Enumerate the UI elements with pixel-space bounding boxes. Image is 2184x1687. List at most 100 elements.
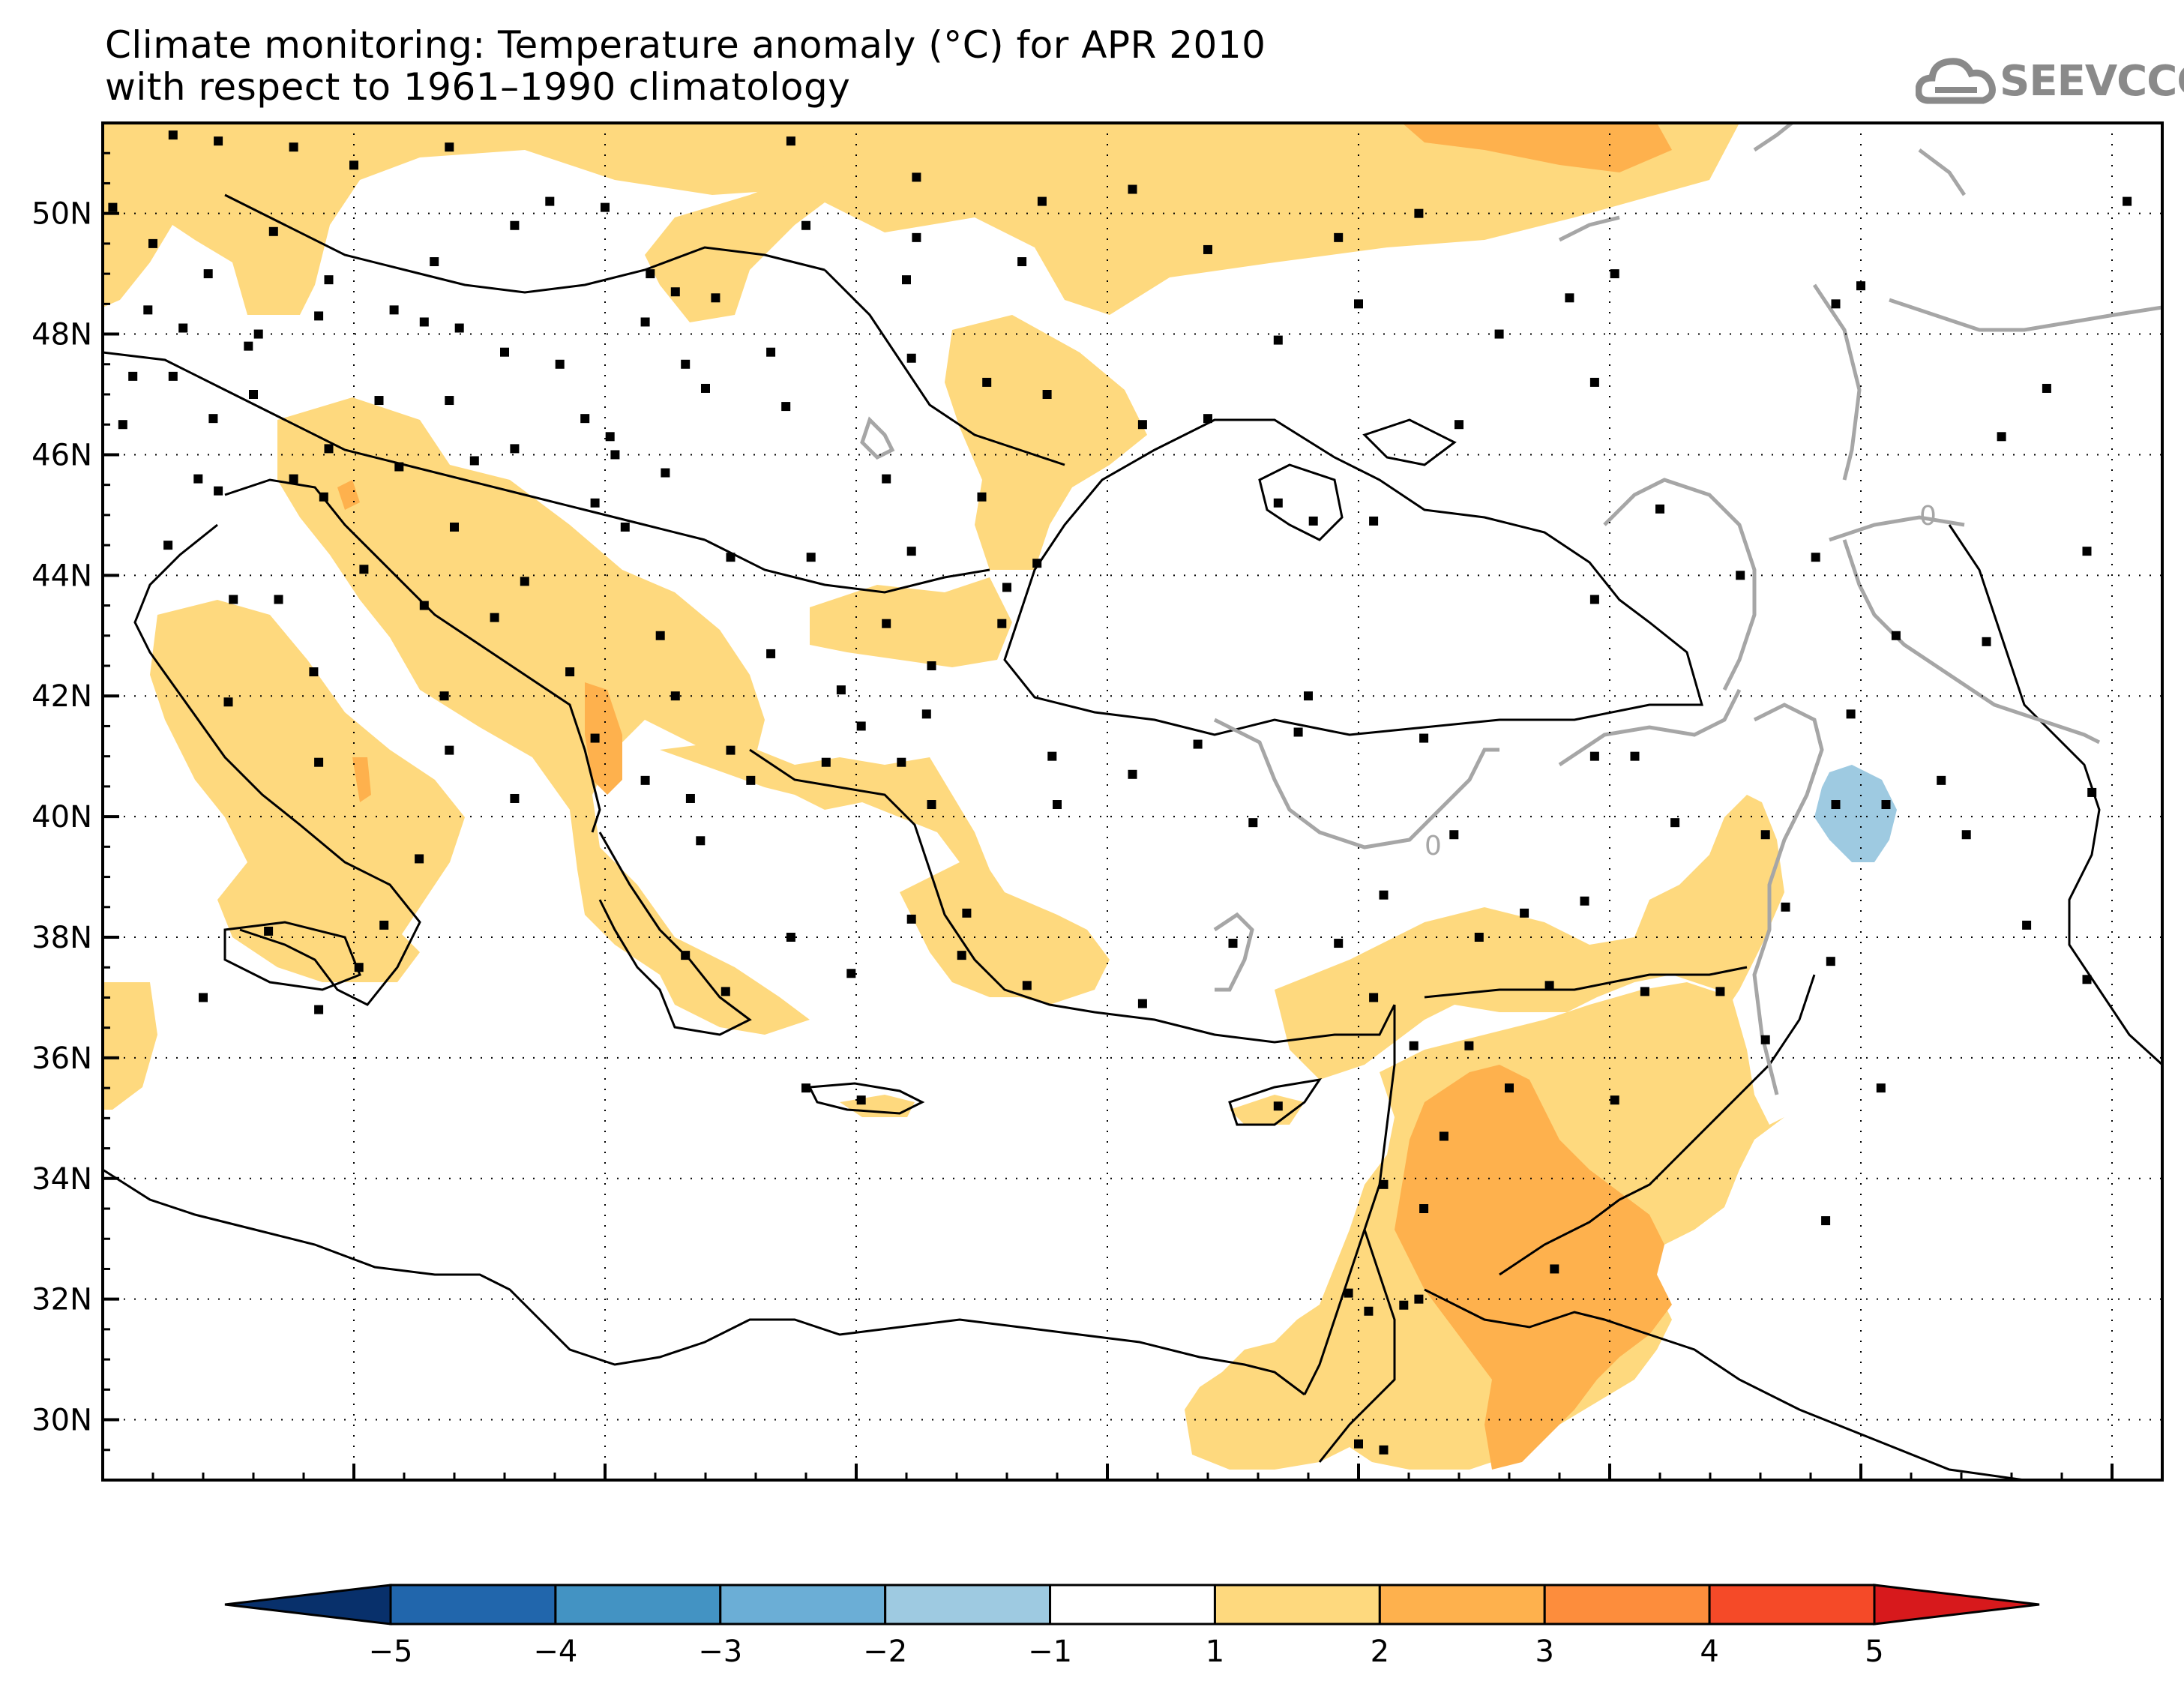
border-iraq xyxy=(1499,974,1816,1276)
station-marker xyxy=(1455,420,1463,430)
zero-contour xyxy=(860,123,2162,1095)
coast-north-africa xyxy=(103,1168,1305,1396)
station-marker xyxy=(912,172,921,182)
station-marker xyxy=(1670,818,1680,828)
colorbar-segment xyxy=(719,1584,887,1626)
colorbar-segment xyxy=(1213,1584,1381,1626)
station-marker xyxy=(1137,999,1147,1008)
station-marker xyxy=(118,420,127,430)
station-marker xyxy=(590,498,600,508)
station-marker xyxy=(1961,830,1971,840)
y-tick-label: 38N xyxy=(31,921,92,955)
map-plot-area: 0 0 xyxy=(103,123,2162,1480)
colorbar-segment xyxy=(1543,1584,1711,1626)
station-marker xyxy=(445,745,454,755)
station-marker xyxy=(108,202,118,212)
station-marker xyxy=(1760,830,1770,840)
coast-crimea xyxy=(1258,463,1344,541)
y-tick-label: 40N xyxy=(31,800,92,835)
shade-italy-south xyxy=(352,922,420,982)
station-marker xyxy=(324,444,334,454)
coast-caspian xyxy=(1948,524,2162,1066)
station-marker xyxy=(590,733,600,743)
station-marker xyxy=(1414,1294,1424,1304)
station-marker xyxy=(681,359,691,369)
title-line-1: Climate monitoring: Temperature anomaly … xyxy=(105,23,1266,67)
station-marker xyxy=(193,474,203,484)
border-israel xyxy=(1318,1229,1396,1463)
colorbar-arrow-left xyxy=(224,1584,392,1626)
station-marker xyxy=(2082,547,2092,556)
station-markers xyxy=(108,130,2132,1455)
colorbar-segment xyxy=(554,1584,722,1626)
station-marker xyxy=(1017,257,1027,267)
border-anatolia-south xyxy=(1424,966,1748,999)
station-marker xyxy=(450,522,459,532)
station-marker xyxy=(309,667,319,677)
station-marker xyxy=(1464,1041,1474,1050)
station-marker xyxy=(1846,709,1856,719)
station-marker xyxy=(1193,739,1203,749)
station-marker xyxy=(1414,208,1424,218)
shade-anatolia-east xyxy=(1275,795,1784,1080)
station-marker xyxy=(1053,800,1062,810)
station-marker xyxy=(469,456,479,466)
station-marker xyxy=(1273,498,1283,508)
title-line-2: with respect to 1961–1990 climatology xyxy=(105,65,851,109)
station-marker xyxy=(274,595,283,604)
colorbar-segment xyxy=(884,1584,1052,1626)
station-marker xyxy=(1439,1131,1449,1141)
station-marker xyxy=(726,553,735,562)
y-tick-label: 46N xyxy=(31,438,92,472)
station-marker xyxy=(721,987,730,996)
station-marker xyxy=(701,383,710,393)
y-tick-label: 36N xyxy=(31,1041,92,1076)
station-marker xyxy=(208,414,218,424)
colorbar-label: 5 xyxy=(1865,1635,1883,1669)
station-marker xyxy=(882,619,891,628)
station-marker xyxy=(1520,908,1529,918)
station-marker xyxy=(1128,184,1137,194)
y-tick-label: 44N xyxy=(31,559,92,593)
coast-aegean xyxy=(749,748,1396,1044)
station-marker xyxy=(490,613,499,622)
station-marker xyxy=(1589,751,1599,761)
station-marker xyxy=(661,468,670,478)
station-marker xyxy=(555,359,565,369)
station-marker xyxy=(264,926,274,936)
colorbar-labels: −5 −4 −3 −2 −1 1 2 3 4 5 xyxy=(369,1635,1884,1669)
shade-crete xyxy=(840,1095,915,1117)
border-europe-3 xyxy=(704,538,990,594)
station-marker xyxy=(314,1005,324,1014)
shade-black-sea-west xyxy=(810,577,1012,667)
shade-albania xyxy=(585,682,622,795)
station-marker xyxy=(906,547,916,556)
station-marker xyxy=(249,390,258,399)
station-marker xyxy=(1760,1035,1770,1044)
y-tick-label: 34N xyxy=(31,1162,92,1197)
station-marker xyxy=(1715,987,1725,996)
station-marker xyxy=(1047,751,1057,761)
border-europe-2 xyxy=(224,193,825,294)
station-marker xyxy=(2087,787,2097,797)
station-marker xyxy=(1655,504,1664,514)
station-marker xyxy=(510,220,520,230)
station-marker xyxy=(2042,383,2051,393)
station-marker xyxy=(580,414,590,424)
station-marker xyxy=(640,775,650,785)
station-marker xyxy=(379,920,389,930)
station-marker xyxy=(1334,232,1344,242)
shade-syria-jordan xyxy=(1395,1065,1672,1470)
station-marker xyxy=(419,317,429,327)
station-marker xyxy=(1344,1288,1353,1298)
station-marker xyxy=(1304,691,1313,701)
station-marker xyxy=(128,371,138,381)
station-marker xyxy=(726,745,735,755)
y-tick-label: 30N xyxy=(31,1404,92,1438)
station-marker xyxy=(856,721,866,731)
station-marker xyxy=(912,232,921,242)
station-marker xyxy=(214,486,223,496)
station-marker xyxy=(897,757,906,767)
station-marker xyxy=(1308,516,1318,526)
station-marker xyxy=(1826,957,1835,966)
